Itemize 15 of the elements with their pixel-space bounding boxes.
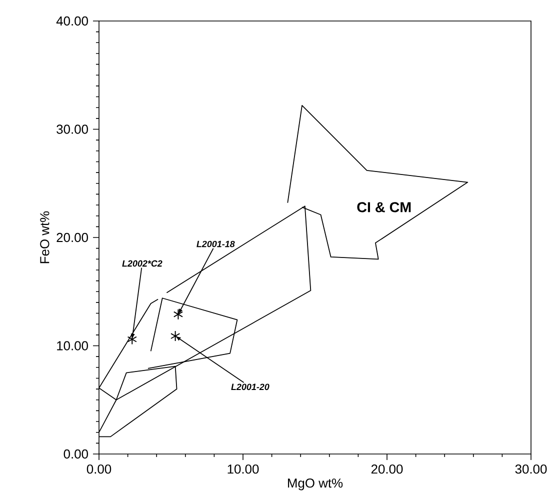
y-tick-label: 20.00 <box>56 232 88 242</box>
x-tick-label: 20.00 <box>371 464 403 474</box>
x-tick-label: 0.00 <box>86 464 112 474</box>
annotation: CI & CM <box>357 202 411 212</box>
y-tick-label: 30.00 <box>56 124 88 134</box>
annotation: L2002*C2 <box>122 260 162 267</box>
annotation: L2001-20 <box>231 384 270 390</box>
y-tick-label: 0.00 <box>64 449 88 459</box>
annotation: L2001-18 <box>196 240 235 248</box>
y-axis-title: FeO wt% <box>40 211 50 264</box>
x-tick-label: 30.00 <box>515 464 547 474</box>
y-tick-label: 10.00 <box>57 341 88 350</box>
x-axis-title: MgO wt% <box>288 478 343 490</box>
x-tick-label: 10.00 <box>228 464 259 474</box>
y-tick-label: 40.00 <box>56 16 88 26</box>
